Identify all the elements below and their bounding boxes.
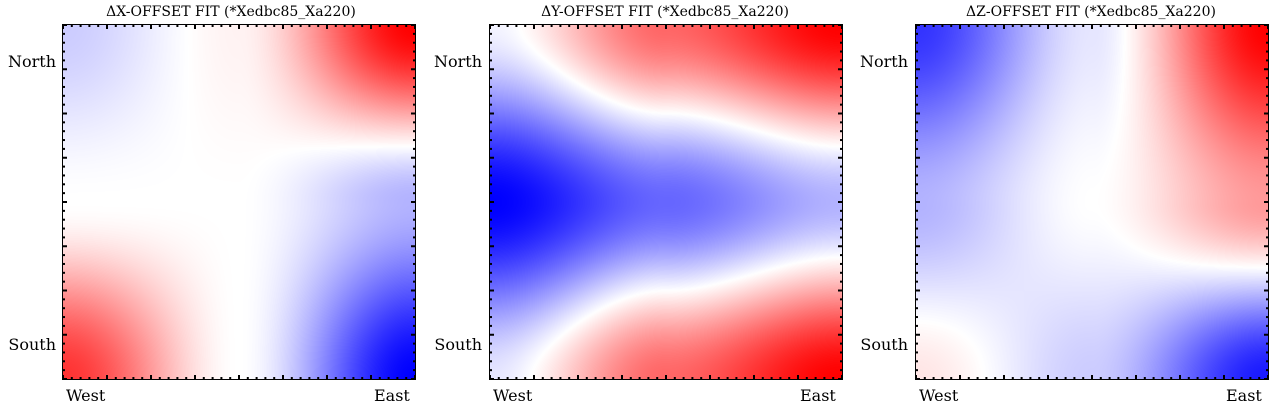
x-tick-label-east: East [800, 386, 836, 405]
axes-frame [489, 24, 843, 380]
y-tick-label-south: South [434, 335, 482, 354]
x-tick-label-east: East [1226, 386, 1262, 405]
axes-border [489, 24, 843, 380]
x-tick-label-east: East [374, 386, 410, 405]
heatmap-image [915, 24, 1269, 380]
y-tick-label-north: North [7, 52, 56, 71]
heatmap-image [62, 24, 416, 380]
chart-title: ΔX-OFFSET FIT (*Xedbc85_Xa220) [106, 4, 356, 20]
chart-title: ΔZ-OFFSET FIT (*Xedbc85_Xa220) [966, 4, 1216, 20]
x-tick-label-west: West [66, 386, 106, 405]
axes-border [62, 24, 416, 380]
heatmap-image [489, 24, 843, 380]
heatmap-panel-dz: ΔZ-OFFSET FIT (*Xedbc85_Xa220) North Sou… [852, 0, 1272, 411]
axes-border [915, 24, 1269, 380]
heatmap-panel-dy: ΔY-OFFSET FIT (*Xedbc85_Xa220) North Sou… [426, 0, 846, 411]
plot-area [62, 24, 416, 380]
axes-frame [62, 24, 416, 380]
y-tick-label-north: North [859, 52, 908, 71]
chart-title: ΔY-OFFSET FIT (*Xedbc85_Xa220) [541, 4, 789, 20]
y-tick-label-south: South [8, 335, 56, 354]
heatmap-panel-dx: ΔX-OFFSET FIT (*Xedbc85_Xa220) North Sou… [0, 0, 420, 411]
x-tick-label-west: West [493, 386, 533, 405]
axes-frame [915, 24, 1269, 380]
plot-area [915, 24, 1269, 380]
y-tick-label-north: North [433, 52, 482, 71]
x-tick-label-west: West [919, 386, 959, 405]
y-tick-label-south: South [860, 335, 908, 354]
plot-area [489, 24, 843, 380]
